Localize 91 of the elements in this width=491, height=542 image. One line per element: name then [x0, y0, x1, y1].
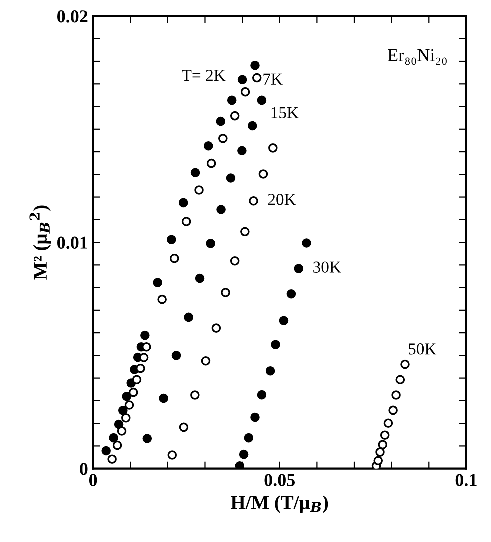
- point: [257, 96, 267, 106]
- point: [248, 121, 258, 131]
- point: [238, 146, 247, 156]
- point: [230, 111, 240, 121]
- x-tick-label: 0: [89, 474, 98, 486]
- point: [204, 142, 214, 151]
- y-tick-label: 0.01: [58, 236, 88, 250]
- point: [216, 116, 226, 126]
- point: [206, 239, 216, 248]
- point: [279, 316, 289, 326]
- point: [114, 420, 124, 430]
- point: [227, 96, 237, 106]
- point: [235, 461, 245, 469]
- point: [158, 294, 167, 304]
- point: [170, 254, 180, 264]
- point: [250, 60, 260, 70]
- point: [172, 351, 182, 360]
- point: [286, 290, 296, 299]
- point: [118, 406, 128, 416]
- series-label: T= 2K: [182, 70, 226, 82]
- point: [108, 454, 117, 464]
- point: [250, 412, 260, 422]
- point: [132, 375, 142, 385]
- series-label: 7K: [264, 74, 283, 85]
- point: [226, 174, 236, 183]
- x-tick-label: 0.1: [456, 474, 477, 486]
- point: [376, 448, 385, 457]
- y-tick-label: 0: [80, 463, 88, 476]
- point: [218, 134, 228, 144]
- point: [139, 353, 149, 362]
- point: [400, 360, 410, 370]
- y-tick-label: 0.02: [58, 10, 88, 23]
- point: [302, 238, 312, 248]
- point: [178, 198, 188, 208]
- point: [216, 205, 226, 214]
- point: [294, 264, 304, 274]
- point: [238, 75, 248, 84]
- series-label: 30K: [314, 262, 342, 273]
- point: [112, 440, 122, 450]
- point: [124, 400, 134, 410]
- point: [109, 433, 118, 443]
- point: [258, 170, 268, 179]
- point: [117, 426, 127, 436]
- point: [102, 446, 111, 456]
- point: [268, 144, 278, 153]
- point: [249, 196, 258, 206]
- point: [142, 434, 152, 444]
- point: [190, 390, 200, 400]
- point: [182, 217, 192, 226]
- point: [194, 186, 204, 195]
- point: [201, 356, 211, 366]
- point: [128, 388, 138, 398]
- point: [136, 364, 146, 374]
- point: [257, 390, 267, 400]
- point: [378, 440, 388, 450]
- point: [384, 418, 394, 428]
- point: [380, 430, 390, 440]
- point: [184, 312, 194, 322]
- series-label: 15K: [272, 107, 299, 118]
- point: [142, 342, 152, 352]
- y-axis-title: M² (μ$_{B}$$^{2}$): [30, 206, 51, 280]
- point: [221, 288, 230, 298]
- point: [206, 158, 216, 168]
- point: [388, 406, 398, 416]
- point: [374, 456, 384, 466]
- series-label: 20K: [268, 194, 296, 206]
- point: [240, 87, 250, 97]
- point: [271, 340, 280, 350]
- point: [195, 274, 205, 284]
- point: [212, 324, 222, 333]
- point: [230, 256, 240, 266]
- point: [396, 375, 406, 385]
- point: [122, 392, 132, 402]
- point: [121, 414, 131, 423]
- point: [239, 450, 249, 460]
- point: [392, 390, 401, 400]
- x-axis-title: H/M (T/μ$_{B}$): [231, 496, 328, 514]
- x-tick-label: 0.05: [264, 474, 296, 486]
- annotation: Er₈₀Ni₂₀: [388, 49, 447, 66]
- legend-label: 50K: [409, 344, 437, 355]
- point: [266, 366, 276, 376]
- point: [252, 73, 262, 83]
- point: [159, 394, 168, 404]
- point: [140, 330, 150, 340]
- point: [168, 450, 178, 460]
- point: [167, 235, 176, 244]
- point: [190, 168, 200, 178]
- point: [153, 278, 162, 288]
- point: [179, 422, 189, 432]
- point: [240, 227, 250, 237]
- point: [244, 433, 254, 443]
